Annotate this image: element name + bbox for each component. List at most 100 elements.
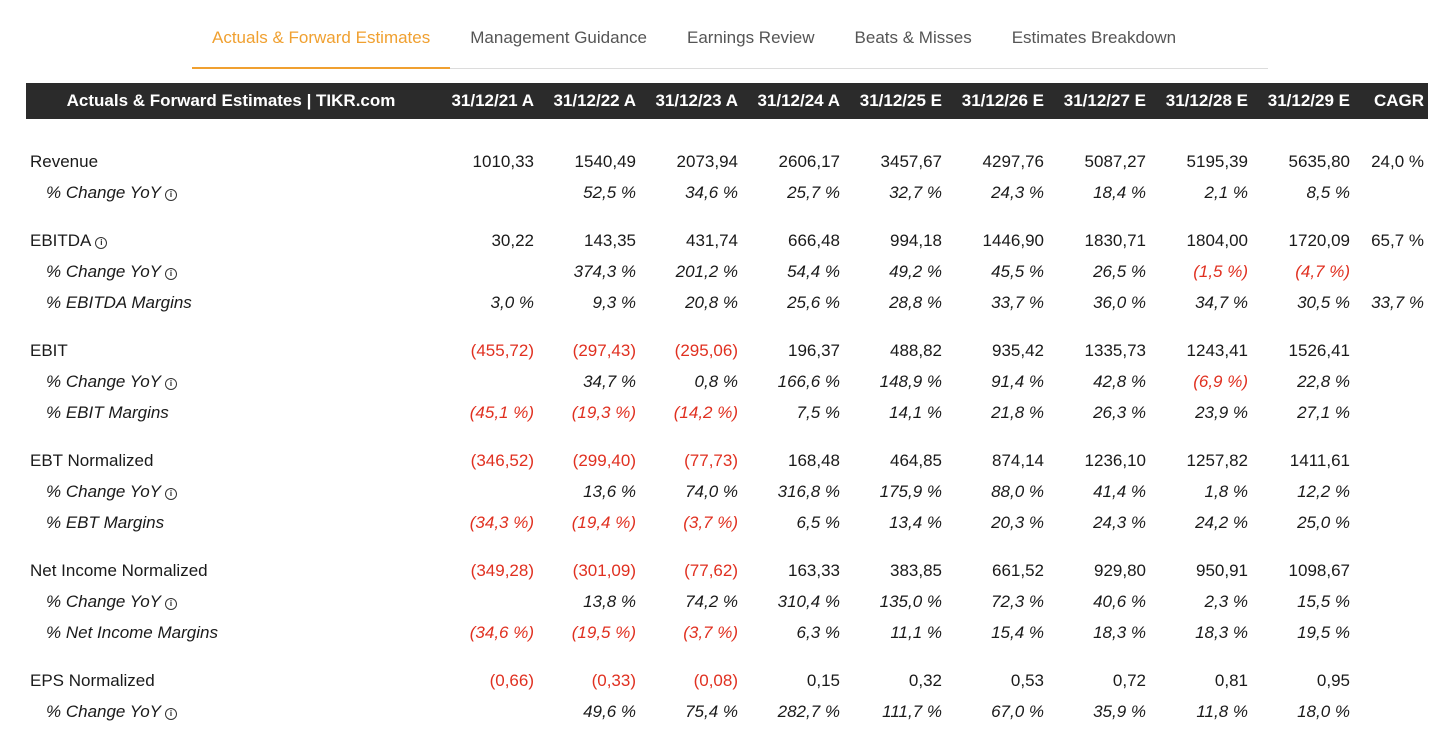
info-icon[interactable]: i	[165, 377, 177, 390]
table-cell: 25,7 %	[787, 182, 840, 202]
table-cell: (346,52)	[470, 450, 534, 470]
column-header[interactable]: 31/12/24 A	[757, 91, 840, 110]
spacer-cell	[26, 208, 1428, 225]
table-cell: 9,3 %	[592, 292, 636, 312]
row-label-cell: Revenue	[26, 146, 436, 177]
table-cell: (3,7 %)	[683, 512, 738, 532]
table-cell: 54,4 %	[787, 261, 840, 281]
spacer-cell	[26, 648, 1428, 665]
group-spacer	[26, 208, 1428, 225]
table-cell: 25,0 %	[1297, 512, 1350, 532]
table-cell: 935,42	[992, 340, 1044, 360]
row-label-cell: EBT Normalized	[26, 445, 436, 476]
table-cell: 30,22	[491, 230, 534, 250]
table-cell: 88,0 %	[991, 481, 1044, 501]
table-body: Revenue 1010,33 1540,49 2073,94 2606,17 3457,…	[26, 119, 1428, 727]
table-cell	[1354, 445, 1428, 476]
tab-estimates-breakdown[interactable]: Estimates Breakdown	[1011, 28, 1177, 47]
table-cell: 40,6 %	[1093, 591, 1146, 611]
table-cell: 27,1 %	[1297, 402, 1350, 422]
row-label: % Net Income Margins	[46, 622, 218, 642]
table-cell: 1236,10	[1084, 450, 1146, 470]
info-icon[interactable]: i	[165, 188, 177, 201]
table-cell: 30,5 %	[1297, 292, 1350, 312]
column-header[interactable]: 31/12/28 E	[1165, 91, 1248, 110]
row-label-cell: % Change YoY i	[26, 366, 436, 397]
table-cell: 33,7 %	[991, 292, 1044, 312]
column-header[interactable]: CAGR	[1373, 91, 1424, 110]
table-cell: (297,43)	[572, 340, 636, 360]
table-cell: 22,8 %	[1297, 371, 1350, 391]
tab-beats-misses[interactable]: Beats & Misses	[854, 28, 972, 47]
table-cell: (0,66)	[489, 670, 534, 690]
info-icon[interactable]: i	[165, 267, 177, 280]
table-cell: (6,9 %)	[1193, 371, 1248, 391]
table-cell: (301,09)	[572, 560, 636, 580]
table-cell: 42,8 %	[1093, 371, 1146, 391]
table-cell: 1335,73	[1084, 340, 1146, 360]
spacer-cell	[26, 119, 1428, 146]
column-header[interactable]: 31/12/29 E	[1267, 91, 1350, 110]
table-cell	[436, 256, 538, 287]
table-title: Actuals & Forward Estimates | TIKR.com	[66, 91, 396, 110]
info-icon[interactable]: i	[95, 236, 108, 249]
table-cell: 1540,49	[574, 151, 636, 171]
table-cell: (34,3 %)	[469, 512, 534, 532]
table-cell	[1354, 507, 1428, 538]
table-row: % Change YoY i 52,5 % 34,6 % 25,7 % 32,7 % 24,…	[26, 177, 1428, 208]
table-cell: 0,32	[908, 670, 942, 690]
table-row: % Change YoY i 374,3 % 201,2 % 54,4 % 49,2 % 4…	[26, 256, 1428, 287]
column-header[interactable]: 31/12/25 E	[859, 91, 942, 110]
column-header[interactable]: 31/12/23 A	[655, 91, 738, 110]
column-header[interactable]: 31/12/21 A	[451, 91, 534, 110]
info-icon[interactable]: i	[165, 707, 177, 720]
tab-management-guidance[interactable]: Management Guidance	[470, 28, 647, 47]
table-cell: 13,6 %	[583, 481, 636, 501]
tab-actuals-forward-estimates[interactable]: Actuals & Forward Estimates	[192, 18, 451, 69]
table-cell: 24,0 %	[1371, 151, 1424, 171]
table-cell: 1411,61	[1289, 450, 1350, 470]
table-cell: 1010,33	[472, 151, 534, 171]
table-cell: 32,7 %	[889, 182, 942, 202]
group-spacer	[26, 428, 1428, 445]
table-cell: 0,53	[1010, 670, 1044, 690]
row-label-cell: % Change YoY i	[26, 476, 436, 507]
group-spacer	[26, 318, 1428, 335]
table-cell	[436, 476, 538, 507]
table-row: EBITDA i 30,22 143,35 431,74 666,48 994,18 1446…	[26, 225, 1428, 256]
table-cell: 1720,09	[1288, 230, 1350, 250]
table-cell: 4297,76	[982, 151, 1044, 171]
column-header[interactable]: 31/12/26 E	[961, 91, 1044, 110]
table-cell: 431,74	[686, 230, 738, 250]
tab-earnings-review[interactable]: Earnings Review	[686, 28, 815, 47]
table-cell: 34,7 %	[583, 371, 636, 391]
column-header[interactable]: 31/12/27 E	[1063, 91, 1146, 110]
info-icon[interactable]: i	[165, 487, 177, 500]
table-cell: 45,5 %	[991, 261, 1044, 281]
table-cell: 196,37	[788, 340, 840, 360]
column-header[interactable]: 31/12/22 A	[553, 91, 636, 110]
row-label-cell: % Change YoY i	[26, 696, 436, 727]
table-cell: 20,8 %	[685, 292, 738, 312]
table-cell: 65,7 %	[1371, 230, 1424, 250]
table-cell	[436, 696, 538, 727]
table-row: Net Income Normalized (349,28) (301,09) (77…	[26, 555, 1428, 586]
table-cell: 15,5 %	[1297, 591, 1350, 611]
table-cell: (77,73)	[684, 450, 738, 470]
table-cell: 13,8 %	[583, 591, 636, 611]
table-cell: 23,9 %	[1195, 402, 1248, 422]
row-label: EBITDA	[30, 230, 92, 250]
row-label: EBIT	[30, 340, 68, 360]
table-cell: 15,4 %	[991, 622, 1044, 642]
info-icon[interactable]: i	[165, 597, 177, 610]
table-row: % EBIT Margins (45,1 %) (19,3 %) (14,2 %) 7,…	[26, 397, 1428, 428]
group-spacer	[26, 648, 1428, 665]
table-cell: 12,2 %	[1297, 481, 1350, 501]
table-cell: 72,3 %	[991, 591, 1044, 611]
table-cell	[1354, 366, 1428, 397]
row-label: % Change YoY	[46, 182, 161, 202]
table-cell: 26,5 %	[1093, 261, 1146, 281]
table-cell: 383,85	[890, 560, 942, 580]
estimates-table: Actuals & Forward Estimates | TIKR.com 3…	[26, 83, 1428, 727]
row-label: EPS Normalized	[30, 670, 155, 690]
